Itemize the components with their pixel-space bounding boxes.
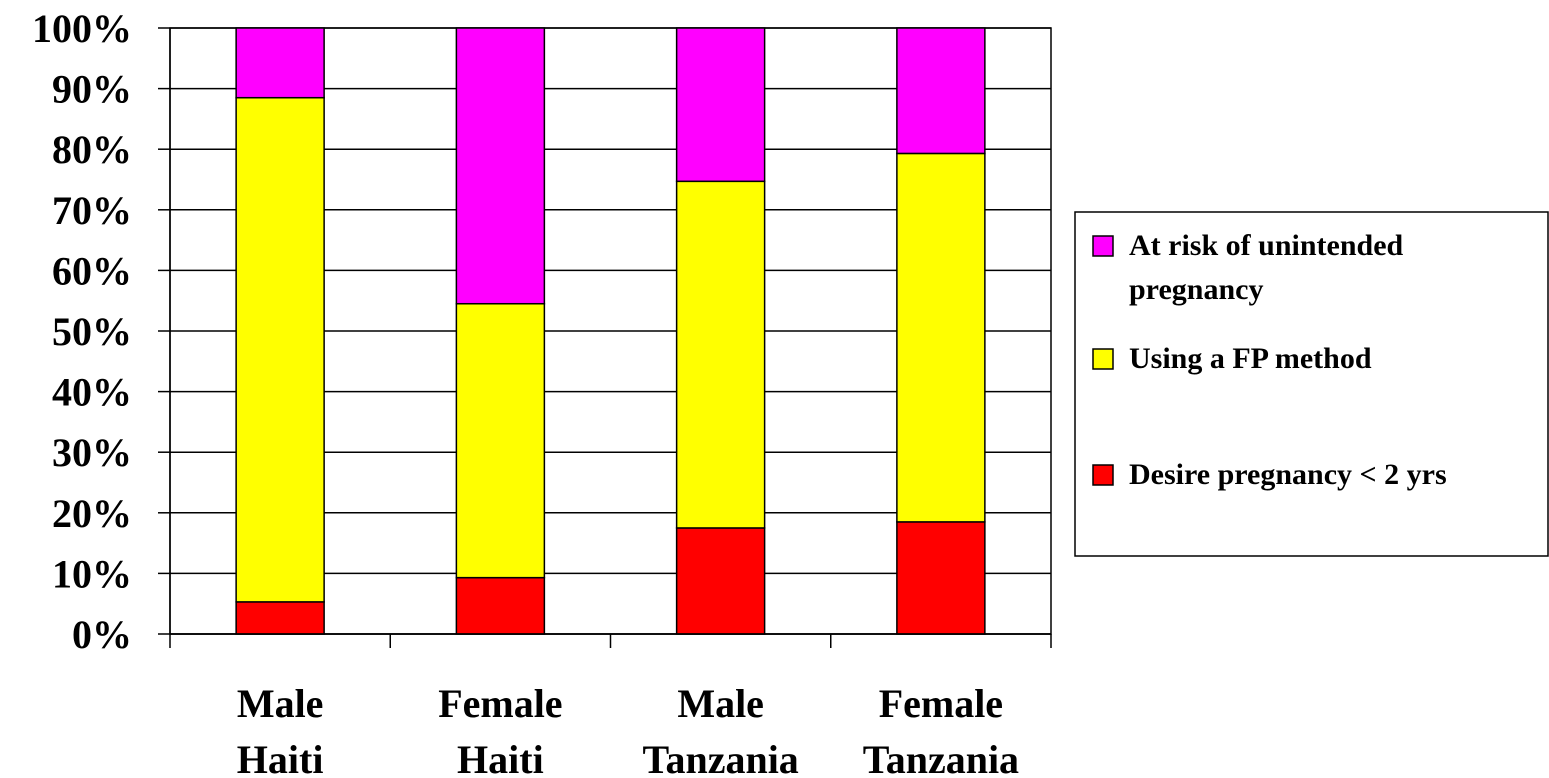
bar-segment-at-risk xyxy=(675,27,766,183)
category-labels: Male Haiti Female Haiti Male Tanzania Female Ta… xyxy=(237,681,1019,778)
y-tick-label: 40% xyxy=(52,370,132,415)
legend-swatch xyxy=(1092,235,1114,257)
category-label: Male xyxy=(237,681,324,726)
y-tick-label: 20% xyxy=(52,491,132,536)
category-label: Haiti xyxy=(237,737,324,778)
bar-segment-using-fp-method xyxy=(896,152,986,523)
bar-segment-desire-pregnancy xyxy=(675,527,766,635)
legend-label: Desire pregnancy < 2 yrs xyxy=(1129,458,1447,491)
legend-label: At risk of unintended pregnancy xyxy=(1129,229,1404,306)
y-tick-labels: 0% 10% 20% 30% 40% 50% 60% 70% 80% 90% 100% xyxy=(32,6,132,657)
bar-segment-using-fp-method xyxy=(675,180,766,529)
legend-swatch xyxy=(1092,464,1114,486)
category-label: Tanzania xyxy=(863,737,1019,778)
category-label: Tanzania xyxy=(642,737,798,778)
category-label: Female xyxy=(879,681,1003,726)
bar-segment-at-risk xyxy=(235,27,325,99)
legend-label: Using a FP method xyxy=(1129,342,1372,375)
y-tick-label: 100% xyxy=(32,6,132,51)
category-label: Female xyxy=(438,681,562,726)
y-tick-label: 70% xyxy=(52,188,132,233)
y-tick-label: 60% xyxy=(52,248,132,293)
axes xyxy=(158,27,1052,648)
bar-segment-at-risk xyxy=(455,27,546,305)
legend-swatch xyxy=(1092,348,1114,370)
legend-box xyxy=(1074,211,1549,557)
bars xyxy=(235,27,986,635)
category-label: Haiti xyxy=(457,737,544,778)
bar-segment-desire-pregnancy xyxy=(235,601,325,635)
y-tick-label: 30% xyxy=(52,430,132,475)
bar-segment-at-risk xyxy=(896,27,986,155)
bar-segment-desire-pregnancy xyxy=(896,521,986,635)
bar-segment-desire-pregnancy xyxy=(455,576,546,635)
bar-segment-using-fp-method xyxy=(235,96,325,603)
y-tick-label: 50% xyxy=(52,309,132,354)
category-label: Male xyxy=(677,681,764,726)
y-tick-label: 90% xyxy=(52,67,132,112)
bar-segment-using-fp-method xyxy=(455,302,546,579)
y-tick-label: 80% xyxy=(52,127,132,172)
y-tick-label: 0% xyxy=(72,612,132,657)
legend: At risk of unintended pregnancy Using a FP… xyxy=(1074,211,1549,557)
y-tick-label: 10% xyxy=(52,551,132,596)
